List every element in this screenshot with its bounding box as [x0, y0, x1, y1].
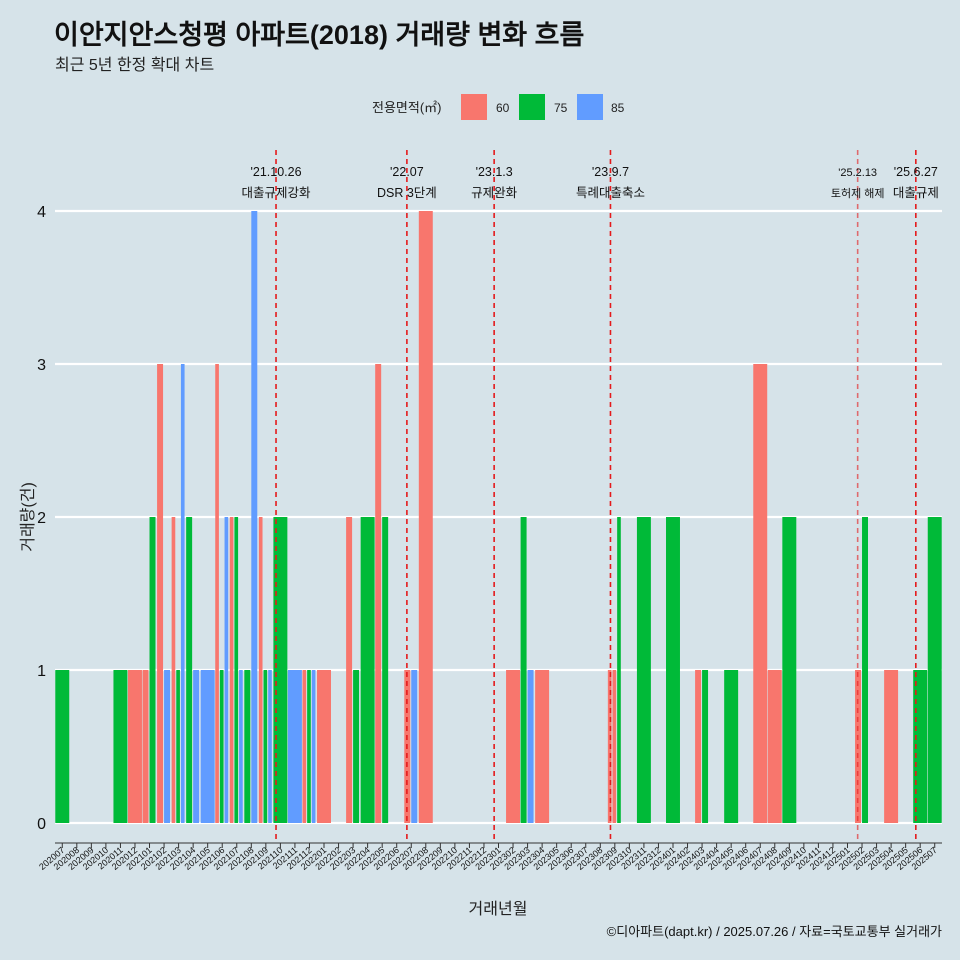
y-tick-label: 3 — [37, 357, 46, 374]
y-tick-label: 4 — [37, 204, 46, 221]
bar-202109-75 — [263, 670, 268, 823]
event-date-5: '25.6.27 — [894, 165, 938, 179]
bar-202107-60 — [229, 517, 234, 823]
y-axis: 0 1 2 3 4 — [37, 204, 46, 833]
bar-202304-60 — [535, 670, 550, 823]
bar-202302-60 — [506, 670, 521, 823]
event-date-0: '21.10.26 — [250, 165, 301, 179]
bar-202103-75 — [176, 670, 180, 823]
bar-202104-75 — [186, 517, 193, 823]
y-tick-label: 2 — [37, 510, 46, 527]
bar-202403-60 — [695, 670, 702, 823]
bar-202507-75 — [927, 517, 942, 823]
bar-202107-85 — [239, 670, 243, 823]
event-lines: '21.10.26 대출규제강화 '22.07 DSR 3단계 '23.1.3 규제완화 '… — [242, 150, 939, 843]
bar-202109-85 — [268, 670, 272, 823]
bars — [55, 211, 942, 823]
chart-title: 이안지안스청평 아파트(2018) 거래량 변화 흐름 — [54, 20, 584, 50]
bar-202101-60 — [142, 670, 149, 823]
event-label-3: 특례대출축소 — [576, 186, 645, 200]
bar-202205-75 — [382, 517, 389, 823]
bar-202201-60 — [317, 670, 331, 823]
bar-202203-75 — [353, 670, 360, 823]
bar-202409-75 — [782, 517, 797, 823]
bar-202504-60 — [884, 670, 899, 823]
bar-202105-85 — [200, 670, 215, 823]
bar-202102-85 — [164, 670, 171, 823]
bar-202109-60 — [258, 517, 263, 823]
bar-202106-85 — [224, 517, 229, 823]
chart-subtitle: 최근 5년 한정 확대 차트 — [55, 56, 214, 74]
bar-202110-75 — [273, 517, 288, 823]
bar-202112-75 — [307, 670, 311, 823]
bar-202401-75 — [666, 517, 680, 823]
legend-title: 전용면적(㎡) — [372, 100, 442, 115]
bar-202108-85 — [251, 211, 258, 823]
bar-202011-75 — [113, 670, 128, 823]
event-date-2: '23.1.3 — [476, 165, 513, 179]
bar-202205-60 — [375, 364, 382, 823]
y-tick-label: 0 — [37, 816, 46, 833]
legend: 전용면적(㎡) 60 75 85 — [372, 94, 625, 120]
legend-key-60 — [461, 94, 487, 120]
bar-202408-60 — [767, 670, 782, 823]
bar-202107-75 — [234, 517, 239, 823]
event-label-4: 토허제 해제 — [831, 186, 885, 200]
legend-key-75 — [519, 94, 545, 120]
event-label-5: 대출규제 — [893, 186, 939, 200]
bar-202012-60 — [127, 670, 142, 823]
bar-202207-85 — [411, 670, 418, 823]
y-tick-label: 1 — [37, 663, 46, 680]
event-date-1: '22.07 — [390, 165, 424, 179]
bar-202303-85 — [527, 670, 534, 823]
bar-202103-85 — [180, 364, 185, 823]
bar-202106-75 — [219, 670, 224, 823]
bar-202506-75 — [913, 670, 928, 823]
bar-202111-85 — [287, 670, 302, 823]
bar-202102-60 — [157, 364, 164, 823]
x-axis: 2020072020082020092020102020112020122021… — [37, 842, 942, 872]
event-label-1: DSR 3단계 — [377, 186, 437, 200]
x-axis-title: 거래년월 — [469, 900, 528, 918]
bar-202007-75 — [55, 670, 70, 823]
bar-202203-60 — [346, 517, 353, 823]
legend-key-85 — [577, 94, 603, 120]
bar-202405-75 — [724, 670, 739, 823]
event-label-0: 대출규제강화 — [242, 186, 312, 200]
bar-202108-75 — [244, 670, 251, 823]
bar-202112-60 — [302, 670, 307, 823]
bar-202502-75 — [862, 517, 869, 823]
bar-202103-60 — [171, 517, 176, 823]
bar-202309-60 — [612, 670, 617, 823]
bar-202204-75 — [360, 517, 375, 823]
event-date-3: '23.9.7 — [592, 165, 629, 179]
bar-202208-60 — [418, 211, 433, 823]
event-date-4: '25.2.13 — [838, 167, 877, 179]
event-label-2: 규제완화 — [471, 186, 518, 200]
bar-202309-75 — [617, 517, 621, 823]
caption: ©디아파트(dapt.kr) / 2025.07.26 / 자료=국토교통부 실… — [607, 924, 942, 939]
legend-label-85: 85 — [611, 101, 625, 115]
bar-202303-75 — [520, 517, 527, 823]
bar-202104-85 — [193, 670, 200, 823]
legend-label-75: 75 — [554, 101, 568, 115]
y-axis-title: 거래량(건) — [19, 482, 37, 552]
bar-202106-60 — [215, 364, 219, 823]
bar-202112-85 — [311, 670, 316, 823]
bar-202311-75 — [636, 517, 651, 823]
legend-label-60: 60 — [496, 101, 510, 115]
bar-202101-75 — [149, 517, 156, 823]
bar-202403-75 — [702, 670, 709, 823]
bar-202407-60 — [753, 364, 768, 823]
